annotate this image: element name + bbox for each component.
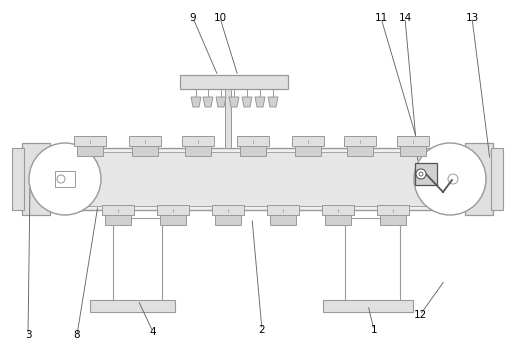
Bar: [225, 89, 231, 148]
Bar: [397, 136, 429, 146]
Polygon shape: [229, 97, 239, 107]
Bar: [491, 148, 503, 210]
Polygon shape: [203, 97, 213, 107]
Text: 11: 11: [374, 13, 388, 23]
Bar: [347, 146, 373, 156]
Bar: [105, 215, 131, 225]
Bar: [12, 148, 24, 210]
Bar: [212, 205, 244, 215]
Bar: [22, 143, 50, 215]
Text: 2: 2: [259, 325, 265, 335]
Polygon shape: [216, 97, 226, 107]
Bar: [215, 215, 241, 225]
Bar: [129, 136, 161, 146]
Bar: [292, 136, 324, 146]
Bar: [237, 136, 269, 146]
Bar: [344, 136, 376, 146]
Bar: [322, 205, 354, 215]
Circle shape: [57, 175, 65, 183]
Bar: [90, 300, 175, 312]
Bar: [380, 215, 406, 225]
Bar: [55, 171, 75, 187]
Text: 8: 8: [74, 330, 80, 340]
Text: 9: 9: [190, 13, 196, 23]
Bar: [185, 146, 211, 156]
Bar: [400, 146, 426, 156]
Polygon shape: [268, 97, 278, 107]
Bar: [295, 146, 321, 156]
Bar: [182, 136, 214, 146]
Text: 12: 12: [414, 310, 426, 320]
Bar: [240, 146, 266, 156]
Circle shape: [29, 143, 101, 215]
Bar: [323, 300, 413, 312]
Text: 14: 14: [399, 13, 411, 23]
Bar: [180, 75, 288, 89]
Text: 4: 4: [150, 327, 157, 337]
Text: 3: 3: [25, 330, 31, 340]
Bar: [465, 143, 493, 215]
Circle shape: [414, 143, 486, 215]
Bar: [415, 163, 437, 185]
Bar: [325, 215, 351, 225]
Bar: [77, 146, 103, 156]
Bar: [74, 136, 106, 146]
Text: 10: 10: [213, 13, 227, 23]
Bar: [157, 205, 189, 215]
Bar: [160, 215, 186, 225]
Bar: [270, 215, 296, 225]
Text: 1: 1: [371, 325, 377, 335]
Polygon shape: [255, 97, 265, 107]
Circle shape: [419, 172, 423, 176]
Bar: [267, 205, 299, 215]
Text: 13: 13: [466, 13, 478, 23]
Circle shape: [416, 169, 426, 179]
Bar: [42, 152, 472, 206]
Bar: [102, 205, 134, 215]
Polygon shape: [242, 97, 252, 107]
Polygon shape: [191, 97, 201, 107]
Bar: [38, 148, 476, 210]
Circle shape: [448, 174, 458, 184]
Bar: [377, 205, 409, 215]
Bar: [132, 146, 158, 156]
